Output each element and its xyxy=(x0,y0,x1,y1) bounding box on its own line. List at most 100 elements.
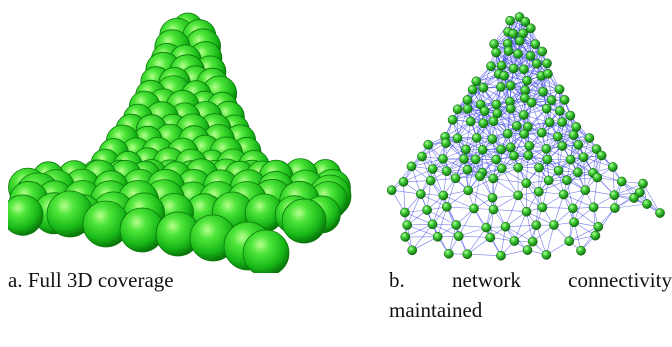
network-node xyxy=(580,185,591,196)
network-link xyxy=(493,33,524,45)
network-node xyxy=(537,202,548,213)
caption-b-word-3: connectivity xyxy=(568,268,672,292)
network-link xyxy=(426,209,457,226)
network-node xyxy=(450,173,461,184)
network-node xyxy=(562,175,572,186)
network-node xyxy=(565,154,576,165)
network-link xyxy=(573,222,582,251)
network-link xyxy=(538,180,568,192)
network-node xyxy=(398,177,409,187)
network-node xyxy=(629,193,639,203)
network-node xyxy=(638,178,648,189)
network-node xyxy=(407,245,418,256)
full-3d-coverage-rendering xyxy=(8,8,358,273)
network-node xyxy=(415,189,426,199)
network-link xyxy=(614,183,644,196)
network-link xyxy=(403,181,406,213)
network-node xyxy=(521,206,532,217)
network-node xyxy=(463,185,474,196)
network-link xyxy=(531,89,560,103)
network-link xyxy=(437,206,448,237)
network-node xyxy=(423,139,434,150)
network-link xyxy=(404,212,433,225)
network-node xyxy=(549,220,559,230)
coverage-sphere xyxy=(8,194,44,236)
network-link xyxy=(446,206,459,237)
network-node xyxy=(478,82,489,93)
network-link xyxy=(452,110,485,121)
network-connectivity-rendering xyxy=(372,8,670,273)
network-node xyxy=(526,97,537,108)
network-link xyxy=(562,115,571,147)
network-node xyxy=(509,150,519,161)
network-node xyxy=(531,220,542,231)
network-node xyxy=(471,76,482,87)
network-node xyxy=(568,130,579,140)
network-node xyxy=(616,176,627,187)
network-link xyxy=(405,224,433,238)
network-link xyxy=(486,197,493,228)
network-node xyxy=(503,46,514,56)
network-link xyxy=(531,102,543,133)
network-node xyxy=(533,186,544,197)
network-node xyxy=(489,39,499,49)
caption-b-word-2: network xyxy=(452,268,521,292)
network-nodes-group xyxy=(386,12,665,261)
network-link xyxy=(505,226,533,242)
network-link xyxy=(421,136,446,157)
network-link xyxy=(446,170,480,177)
network-node xyxy=(557,117,568,128)
network-link xyxy=(621,181,648,205)
network-link xyxy=(514,211,527,242)
network-node xyxy=(511,121,522,131)
network-link xyxy=(546,224,555,255)
network-link xyxy=(467,253,502,256)
network-node xyxy=(527,236,538,247)
network-node xyxy=(427,219,438,230)
network-link xyxy=(432,158,465,170)
network-node xyxy=(470,154,481,165)
network-node xyxy=(565,110,576,121)
network-link xyxy=(563,194,594,208)
network-link xyxy=(403,168,433,183)
network-link xyxy=(444,121,471,138)
network-node xyxy=(486,61,496,72)
network-node xyxy=(542,58,552,69)
network-node xyxy=(655,208,665,218)
network-node xyxy=(543,69,553,79)
network-node xyxy=(513,190,523,201)
network-node xyxy=(509,236,520,246)
network-link xyxy=(541,115,571,133)
network-node xyxy=(505,103,516,114)
network-link xyxy=(569,226,599,242)
network-node xyxy=(386,185,397,196)
network-link xyxy=(473,208,491,238)
network-node xyxy=(521,178,532,189)
network-link xyxy=(529,136,558,147)
network-link xyxy=(513,51,543,69)
network-node xyxy=(465,116,476,127)
network-link xyxy=(457,123,484,139)
network-link xyxy=(500,226,506,256)
network-node xyxy=(462,249,473,260)
network-graph-figure xyxy=(386,12,665,261)
network-link xyxy=(557,136,559,171)
network-node xyxy=(596,150,607,161)
caption-panel-b-line-2: maintained xyxy=(389,298,483,322)
network-node xyxy=(477,144,488,155)
network-node xyxy=(536,127,547,138)
network-node xyxy=(557,141,568,151)
network-link xyxy=(508,50,543,52)
network-link xyxy=(505,224,537,227)
network-link xyxy=(585,189,615,196)
network-node xyxy=(642,199,652,209)
network-link xyxy=(406,193,422,226)
network-node xyxy=(452,104,463,115)
network-node xyxy=(491,154,502,165)
coverage-spheres-group xyxy=(8,12,352,273)
network-node xyxy=(524,141,535,151)
network-link xyxy=(538,167,568,181)
network-link xyxy=(467,227,487,255)
network-link xyxy=(526,211,533,242)
network-node xyxy=(520,16,531,27)
